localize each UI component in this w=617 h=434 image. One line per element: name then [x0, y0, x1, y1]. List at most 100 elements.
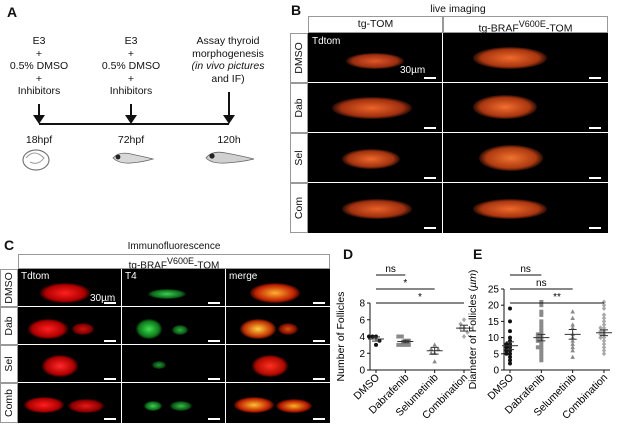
col2-line: + [127, 72, 135, 85]
scale-bar [424, 77, 436, 79]
panel-c-subheader: tg-BRAFV600E-TOM [18, 254, 330, 272]
timeline-graphic [22, 92, 255, 171]
data-point [570, 325, 575, 330]
data-point [403, 342, 408, 347]
data-point [601, 341, 607, 347]
data-point [508, 355, 512, 360]
row-label-text: Com [293, 196, 305, 220]
data-point [539, 309, 544, 314]
data-point [504, 342, 509, 347]
scale-bar [424, 227, 436, 229]
row-label-dab: Dab [290, 83, 308, 133]
data-point [461, 334, 467, 339]
live-image-tgtom-com [308, 183, 442, 233]
scale-label: 30µm [400, 65, 426, 76]
data-point [539, 345, 544, 350]
panel-label-a: A [7, 4, 18, 20]
braf-suffix: -TOM [194, 260, 220, 272]
if-image-merge-comb [226, 383, 330, 423]
data-point [508, 361, 512, 366]
scale-bar [589, 227, 601, 229]
data-point [539, 325, 544, 330]
data-point [570, 354, 575, 359]
arrow-down-icon [125, 115, 137, 124]
y-tick-label: 20 [488, 301, 500, 312]
y-axis-label-text: Diameter of Follicles ( [467, 287, 479, 389]
data-point [535, 345, 540, 350]
significance-label: ns [520, 264, 531, 275]
panel-label-d: D [343, 246, 354, 262]
row-label-text: Dab [293, 98, 305, 118]
time-18hpf: 18hpf [25, 134, 53, 146]
y-tick-label: 2 [359, 349, 365, 360]
significance-label: ** [553, 292, 561, 303]
scale-label: 30µm [90, 293, 116, 304]
row-label-com: Com [290, 183, 308, 233]
y-axis-label-unit: µm [467, 273, 479, 288]
if-image-tdtom-dmso: Tdtom 30µm [18, 269, 121, 306]
time-120h: 120h [217, 134, 241, 146]
y-tick-label: 0 [359, 366, 365, 377]
data-point [539, 303, 544, 308]
scale-bar [313, 378, 325, 380]
col1-line: + [35, 72, 43, 85]
scale-bar [104, 302, 116, 304]
timeline-col1: E3 + 0.5% DMSO + Inhibitors [6, 35, 72, 98]
col-header-braf: tg-BRAFV600E-TOM [443, 16, 608, 35]
data-point [432, 359, 437, 364]
data-point [396, 334, 401, 339]
data-point [504, 345, 509, 350]
scale-bar [589, 177, 601, 179]
col2-line: E3 [124, 35, 138, 47]
data-point [601, 305, 607, 311]
data-point [508, 335, 512, 340]
if-image-merge-dmso: merge [226, 269, 330, 306]
data-point [570, 344, 575, 350]
arrow-down-icon [223, 115, 235, 124]
tile-label: merge [229, 271, 258, 282]
data-point [539, 355, 544, 360]
panel-label-e: E [473, 246, 483, 262]
y-tick-label: 4 [359, 332, 365, 343]
row-label-text: DMSO [3, 272, 15, 304]
scale-bar [313, 302, 325, 304]
data-point [399, 342, 404, 347]
data-point [508, 351, 512, 356]
row-label-dab: Dab [0, 307, 18, 345]
col3-line: and IF) [211, 72, 245, 85]
data-point [461, 317, 467, 323]
data-point [406, 342, 411, 347]
panel-b-title: live imaging [430, 3, 486, 15]
if-image-t4-dmso: T4 [122, 269, 225, 306]
tile-label: Tdtom [21, 271, 50, 282]
data-point [458, 321, 463, 327]
if-image-tdtom-dab [18, 307, 121, 344]
significance-label: ns [385, 264, 396, 275]
data-point [601, 344, 607, 350]
data-point [601, 315, 607, 321]
panel-label-b: B [291, 2, 302, 18]
data-point [508, 306, 512, 311]
data-point [598, 335, 603, 341]
row-label-sel: Sel [290, 133, 308, 183]
larva-120h-icon [205, 151, 255, 164]
data-point [539, 299, 544, 304]
row-label-text: DMSO [293, 42, 305, 74]
larva-72hpf-icon [112, 152, 155, 164]
scale-bar [104, 378, 116, 380]
data-point [570, 322, 575, 327]
row-label-sel: Sel [0, 345, 18, 383]
scale-bar [208, 340, 220, 342]
col1-line: Inhibitors [17, 85, 61, 97]
y-tick-label: 8 [359, 299, 365, 310]
y-tick-label: 10 [488, 333, 500, 344]
timeline-col3: Assay thyroid morphogenesis (in vivo pic… [178, 35, 278, 85]
live-image-braf-dmso [443, 33, 608, 82]
data-point [465, 329, 470, 335]
significance-label: ns [536, 278, 547, 289]
data-point [601, 318, 607, 324]
if-image-merge-sel [226, 345, 330, 382]
row-label-dmso: DMSO [290, 33, 308, 83]
